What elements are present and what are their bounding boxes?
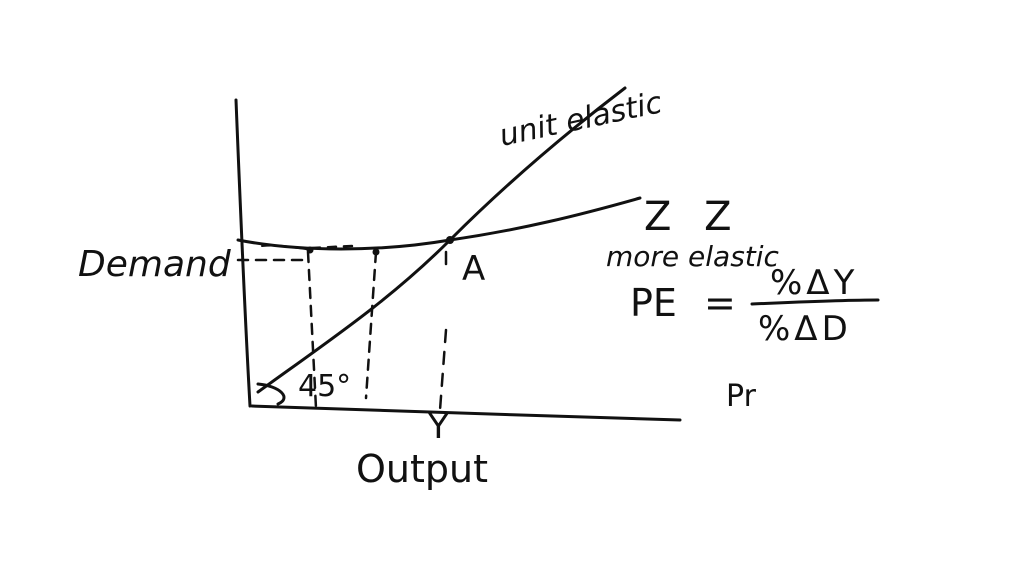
output-point-label: Y [427, 407, 449, 447]
pe-formula-equals: = [704, 281, 736, 325]
horizontal-dashed-arrow [310, 244, 354, 250]
pe-formula-lhs: PE [630, 281, 677, 325]
vertical-dashed-line-1 [306, 250, 318, 410]
y-axis-label: Demand [78, 244, 232, 285]
vertical-dashed-line-2 [364, 250, 378, 400]
vertical-dashed-line-output [438, 328, 448, 412]
y-axis-line [234, 98, 252, 408]
x-axis-label: Output [356, 447, 488, 491]
pr-label: Pr [726, 379, 757, 414]
x-axis-line [250, 404, 682, 422]
pe-fraction-bar [750, 298, 880, 306]
angle-arc [256, 382, 286, 406]
point-a-label: A [462, 249, 485, 289]
zz-label: Z Z [644, 194, 742, 240]
angle-label: 45° [298, 369, 351, 404]
pe-formula-denominator: %ΔD [758, 309, 852, 349]
more-elastic-label: more elastic [606, 240, 780, 273]
point-marker-middle [372, 248, 380, 256]
point-a-marker [446, 236, 454, 244]
point-marker-left [306, 246, 314, 254]
pe-formula-numerator: %ΔY [770, 263, 858, 303]
